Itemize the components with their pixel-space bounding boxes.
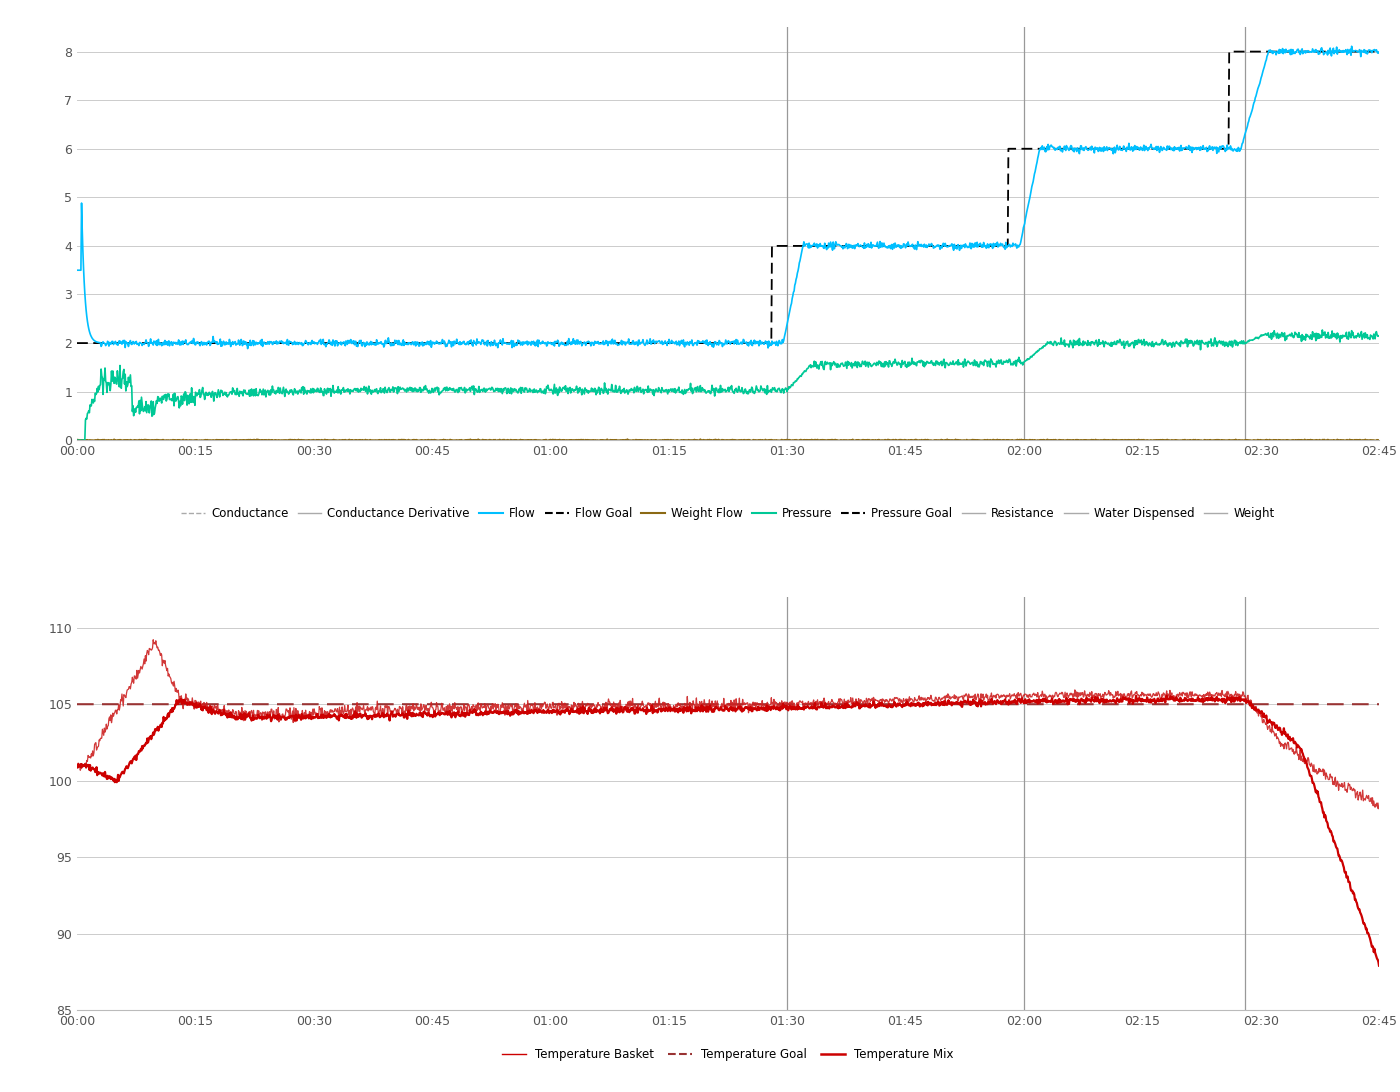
Legend: Conductance, Conductance Derivative, Flow, Flow Goal, Weight Flow, Pressure, Pre: Conductance, Conductance Derivative, Flo… xyxy=(176,502,1280,525)
Legend: Temperature Basket, Temperature Goal, Temperature Mix: Temperature Basket, Temperature Goal, Te… xyxy=(497,1044,959,1066)
